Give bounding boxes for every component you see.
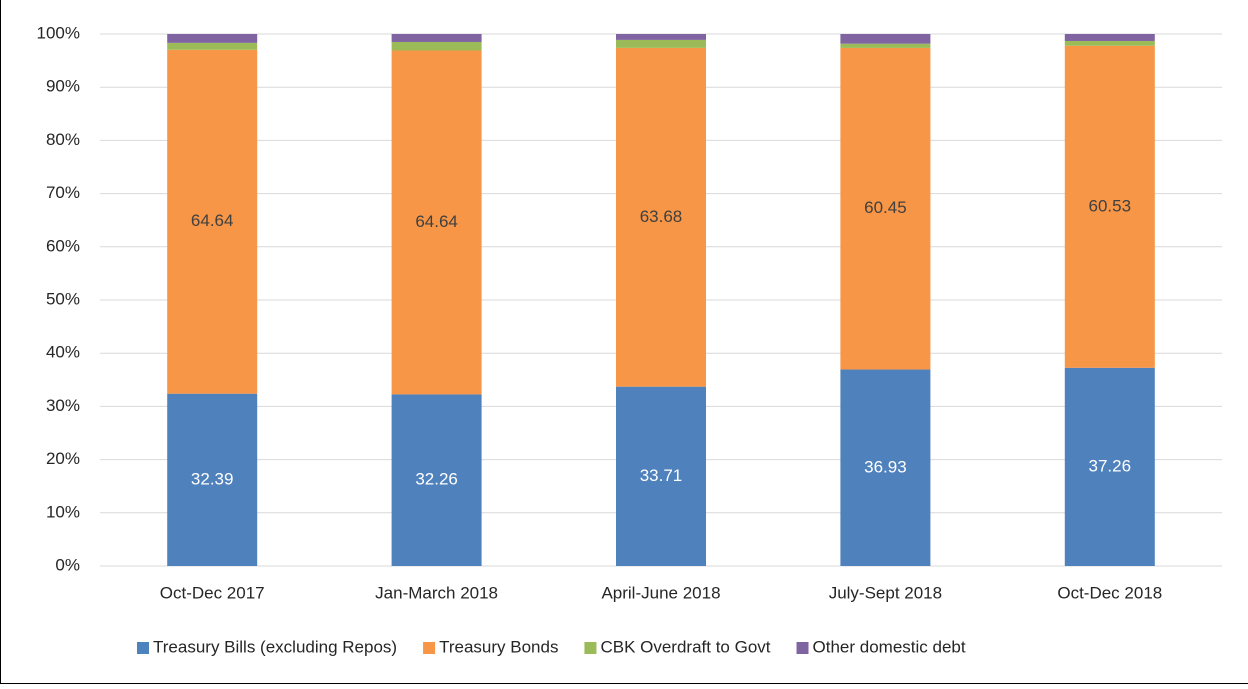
data-label: 32.26 (415, 470, 458, 489)
legend-swatch (423, 642, 436, 654)
legend-label: CBK Overdraft to Govt (600, 637, 770, 656)
data-label: 60.45 (864, 198, 907, 217)
bar-segment (167, 49, 258, 394)
data-label: 36.93 (864, 457, 907, 476)
y-tick-label: 40% (46, 343, 80, 362)
bar-segment (1064, 45, 1155, 368)
data-label: 33.71 (640, 466, 683, 485)
y-tick-label: 80% (46, 130, 80, 149)
y-tick-label: 70% (46, 183, 80, 202)
bar-segment (616, 34, 706, 40)
x-tick-label: Oct-Dec 2018 (1057, 583, 1162, 602)
legend-label: Other domestic debt (813, 637, 966, 656)
bar-segment (391, 394, 482, 566)
legend-label: Treasury Bills (excluding Repos) (153, 637, 397, 656)
y-tick-label: 10% (46, 502, 80, 521)
bar-segment (616, 39, 706, 48)
data-label: 37.26 (1089, 456, 1132, 475)
legend-swatch (584, 642, 597, 654)
bar-segment (1064, 40, 1155, 46)
data-label: 64.64 (415, 212, 458, 231)
data-label: 64.64 (191, 211, 234, 230)
data-label: 60.53 (1089, 196, 1132, 215)
bar-segment (391, 34, 482, 42)
bar-segment (167, 42, 258, 50)
bar-segment (1064, 34, 1155, 41)
bar-segment (616, 386, 706, 566)
bar-segment (840, 47, 931, 370)
bar-segment (167, 393, 258, 566)
x-tick-label: April-June 2018 (601, 583, 720, 602)
y-tick-label: 60% (46, 236, 80, 255)
y-tick-label: 100% (37, 23, 80, 42)
y-tick-label: 0% (55, 555, 80, 574)
y-tick-label: 50% (46, 289, 80, 308)
y-tick-label: 30% (46, 396, 80, 415)
legend-swatch (137, 642, 149, 654)
bar-segment (167, 34, 258, 43)
bar-segment (840, 34, 931, 44)
data-label: 63.68 (640, 207, 683, 226)
bar-segment (840, 369, 931, 566)
y-tick-label: 90% (46, 77, 80, 96)
x-tick-label: Oct-Dec 2017 (160, 583, 265, 602)
legend-label: Treasury Bonds (439, 637, 558, 656)
legend-swatch (796, 642, 809, 654)
y-tick-label: 20% (46, 449, 80, 468)
bar-segment (840, 43, 931, 48)
data-label: 32.39 (191, 469, 234, 488)
bar-segment (616, 47, 706, 387)
bar-segment (391, 41, 482, 51)
bar-segment (1064, 367, 1155, 566)
bar-segment (391, 50, 482, 395)
x-tick-label: Jan-March 2018 (375, 583, 498, 602)
x-tick-label: July-Sept 2018 (829, 583, 942, 602)
